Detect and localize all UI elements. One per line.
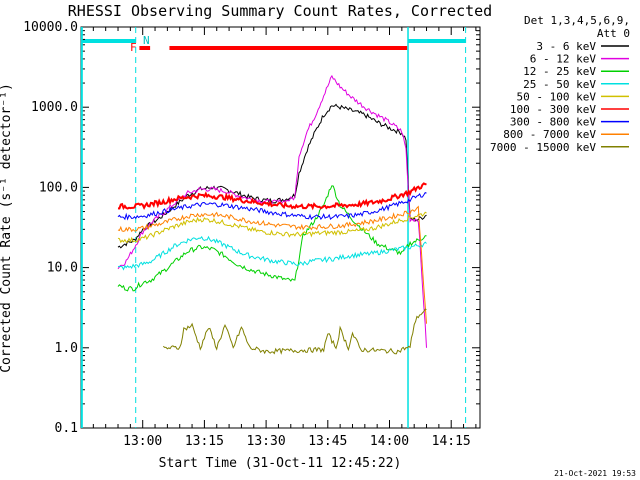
chart-title: RHESSI Observing Summary Count Rates, Co… — [68, 2, 492, 20]
legend-header-line-1: Det 1,3,4,5,6,9, — [524, 14, 630, 27]
series-line-2 — [117, 185, 427, 292]
flag-label-f: F — [130, 41, 137, 54]
legend-entry-label: 800 - 7000 keV — [503, 128, 596, 141]
flag-label-n: N — [143, 34, 150, 47]
legend-entry-label: 50 - 100 keV — [517, 90, 597, 103]
x-tick-label: 14:00 — [370, 434, 409, 449]
legend-entry-label: 12 - 25 keV — [523, 65, 596, 78]
y-tick-label: 10.0 — [47, 261, 78, 276]
legend-entry-label: 300 - 800 keV — [510, 116, 596, 129]
x-axis-label: Start Time (31-Oct-11 12:45:22) — [159, 456, 402, 471]
series-line-8 — [162, 308, 427, 355]
series-line-3 — [117, 235, 427, 271]
y-axis-label: Corrected Count Rate (s⁻¹ detector⁻¹) — [0, 83, 14, 373]
legend-entry-label: 7000 - 15000 keV — [490, 141, 596, 154]
x-tick-label: 13:45 — [308, 434, 347, 449]
series-line-4 — [117, 211, 427, 244]
series-line-5 — [117, 182, 427, 211]
legend-header-line-2: Att 0 — [597, 27, 630, 40]
legend-entry-label: 25 - 50 keV — [523, 78, 596, 91]
x-tick-label: 13:30 — [247, 434, 286, 449]
legend-entry-label: 3 - 6 keV — [536, 40, 596, 53]
y-tick-label: 0.1 — [55, 421, 78, 436]
y-tick-label: 100.0 — [39, 180, 78, 195]
y-tick-label: 1000.0 — [31, 100, 78, 115]
x-tick-label: 13:00 — [123, 434, 162, 449]
y-tick-label: 1.0 — [55, 341, 78, 356]
y-tick-label: 10000.0 — [23, 20, 78, 35]
x-tick-label: 13:15 — [185, 434, 224, 449]
plot-area: 0.1 1.0 10.0 100.0 1000.0 10000.0 13:00 13:15 13… — [23, 20, 481, 449]
series-line-7 — [117, 205, 427, 324]
series-line-6 — [117, 191, 427, 221]
legend-entry-label: 6 - 12 keV — [530, 53, 597, 66]
legend-entry-label: 100 - 300 keV — [510, 103, 596, 116]
x-tick-label: 14:15 — [432, 434, 471, 449]
flag-bars: F N — [81, 34, 466, 54]
footer-timestamp: 21-Oct-2021 19:53 — [554, 469, 636, 478]
series-line-1 — [117, 74, 427, 348]
series-line-0 — [117, 103, 427, 249]
